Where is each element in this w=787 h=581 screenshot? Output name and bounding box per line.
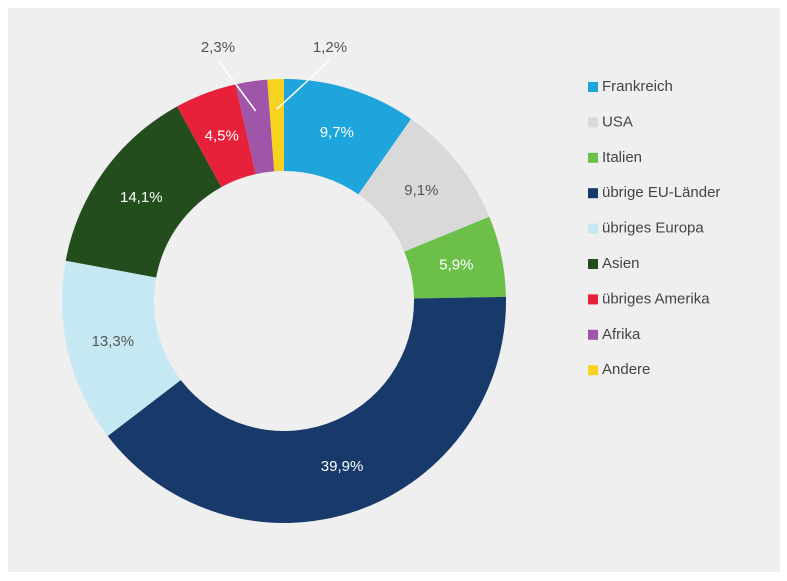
legend-label: übriges Europa bbox=[602, 220, 704, 237]
slice bbox=[235, 79, 275, 175]
slice bbox=[107, 296, 507, 523]
legend-swatch bbox=[588, 365, 598, 376]
legend-swatch bbox=[588, 329, 598, 340]
slice bbox=[284, 79, 412, 195]
slice bbox=[358, 118, 490, 252]
legend-label: Afrika bbox=[602, 326, 641, 343]
legend-swatch bbox=[588, 117, 598, 128]
slice bbox=[404, 216, 506, 299]
legend-label: Italien bbox=[602, 149, 642, 166]
data-label: 9,1% bbox=[404, 182, 438, 199]
slice bbox=[65, 106, 222, 278]
leader-line bbox=[276, 59, 331, 110]
legend-swatch bbox=[588, 188, 598, 199]
slice bbox=[267, 79, 284, 172]
data-label: 9,7% bbox=[320, 124, 354, 141]
legend-label: Asien bbox=[602, 255, 640, 272]
legend-label: Frankreich bbox=[602, 78, 673, 95]
data-label: 2,3% bbox=[201, 39, 235, 56]
data-label: 13,3% bbox=[92, 333, 135, 350]
legend-swatch bbox=[588, 152, 598, 163]
slice bbox=[177, 84, 256, 188]
legend-swatch bbox=[588, 82, 598, 92]
legend-swatch bbox=[588, 294, 598, 305]
legend-label: USA bbox=[602, 113, 633, 130]
legend-swatch bbox=[588, 223, 598, 234]
legend-swatch bbox=[588, 259, 598, 269]
data-label: 5,9% bbox=[439, 256, 473, 273]
legend-label: übriges Amerika bbox=[602, 290, 710, 307]
data-label: 14,1% bbox=[120, 189, 163, 206]
leader-line bbox=[217, 59, 257, 112]
data-label: 1,2% bbox=[313, 39, 347, 56]
data-label: 39,9% bbox=[321, 458, 364, 475]
data-label: 4,5% bbox=[205, 127, 239, 144]
legend-label: übrige EU-Länder bbox=[602, 184, 720, 201]
legend-label: Andere bbox=[602, 361, 650, 378]
slice bbox=[61, 260, 181, 436]
